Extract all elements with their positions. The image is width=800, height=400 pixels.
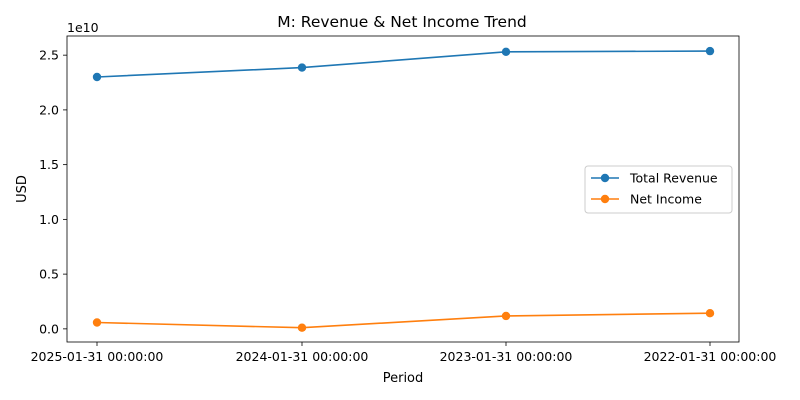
series-line <box>96 312 711 329</box>
x-axis: 2025-01-31 00:00:00 2024-01-31 00:00:00 20… <box>31 342 777 364</box>
data-point <box>297 323 307 332</box>
legend-label: Net Income <box>630 192 702 207</box>
y-tick-label: 0.5 <box>39 267 59 282</box>
data-point <box>705 309 715 318</box>
y-axis-label: USD <box>15 175 30 203</box>
x-tick-label: 2025-01-31 00:00:00 <box>31 349 164 364</box>
x-tick-label: 2022-01-31 00:00:00 <box>644 349 777 364</box>
x-axis-label: Period <box>383 371 424 386</box>
y-tick-label: 2.0 <box>39 102 59 117</box>
x-tick-label: 2023-01-31 00:00:00 <box>440 349 573 364</box>
y-axis: 0.0 0.5 1.0 1.5 2.0 2.5 <box>39 48 67 336</box>
plot-area <box>66 35 740 343</box>
y-tick-label: 1.0 <box>39 212 59 227</box>
data-point <box>501 311 511 321</box>
legend-frame <box>584 165 733 214</box>
chart-title: M: Revenue & Net Income Trend <box>277 13 526 31</box>
data-point <box>92 72 102 82</box>
data-point <box>705 46 715 56</box>
legend-label: Total Revenue <box>629 171 718 186</box>
legend-marker <box>600 194 610 204</box>
legend: Total Revenue Net Income <box>584 165 733 214</box>
data-point <box>501 47 511 57</box>
series-group <box>92 46 715 332</box>
y-offset-label: 1e10 <box>67 20 99 35</box>
legend-marker <box>600 173 610 183</box>
series-line <box>96 50 711 78</box>
data-point <box>92 318 102 327</box>
y-tick-label: 2.5 <box>39 48 59 63</box>
y-tick-label: 1.5 <box>39 157 59 172</box>
x-tick-label: 2024-01-31 00:00:00 <box>236 349 369 364</box>
y-tick-label: 0.0 <box>39 321 59 336</box>
data-point <box>297 63 307 72</box>
